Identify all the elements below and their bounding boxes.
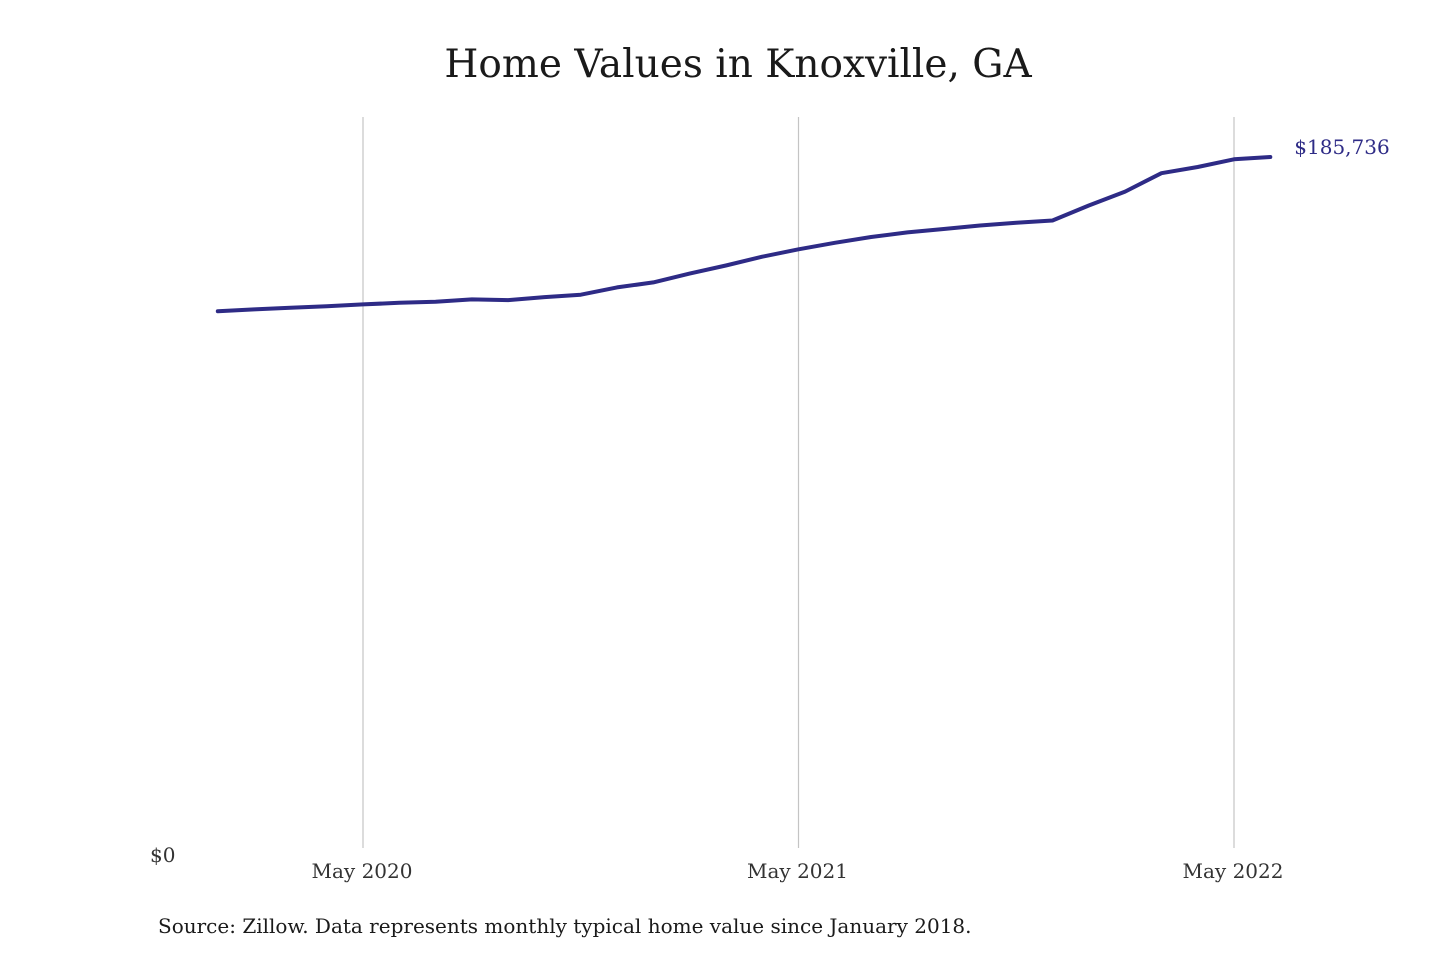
- series-line: [215, 155, 1273, 314]
- source-note: Source: Zillow. Data represents monthly …: [158, 914, 972, 938]
- end-value-label: $185,736: [1294, 135, 1389, 159]
- x-tick-label: May 2021: [747, 859, 848, 883]
- gridlines: [362, 117, 1235, 848]
- chart-title: Home Values in Knoxville, GA: [444, 42, 1032, 87]
- x-tick-label: May 2020: [312, 859, 413, 883]
- x-tick-label: May 2022: [1183, 859, 1284, 883]
- y-tick-label: $0: [150, 843, 175, 867]
- series-group: [215, 155, 1273, 314]
- labels-group: May 2020 May 2021 May 2022 $0 $185,736: [150, 135, 1390, 883]
